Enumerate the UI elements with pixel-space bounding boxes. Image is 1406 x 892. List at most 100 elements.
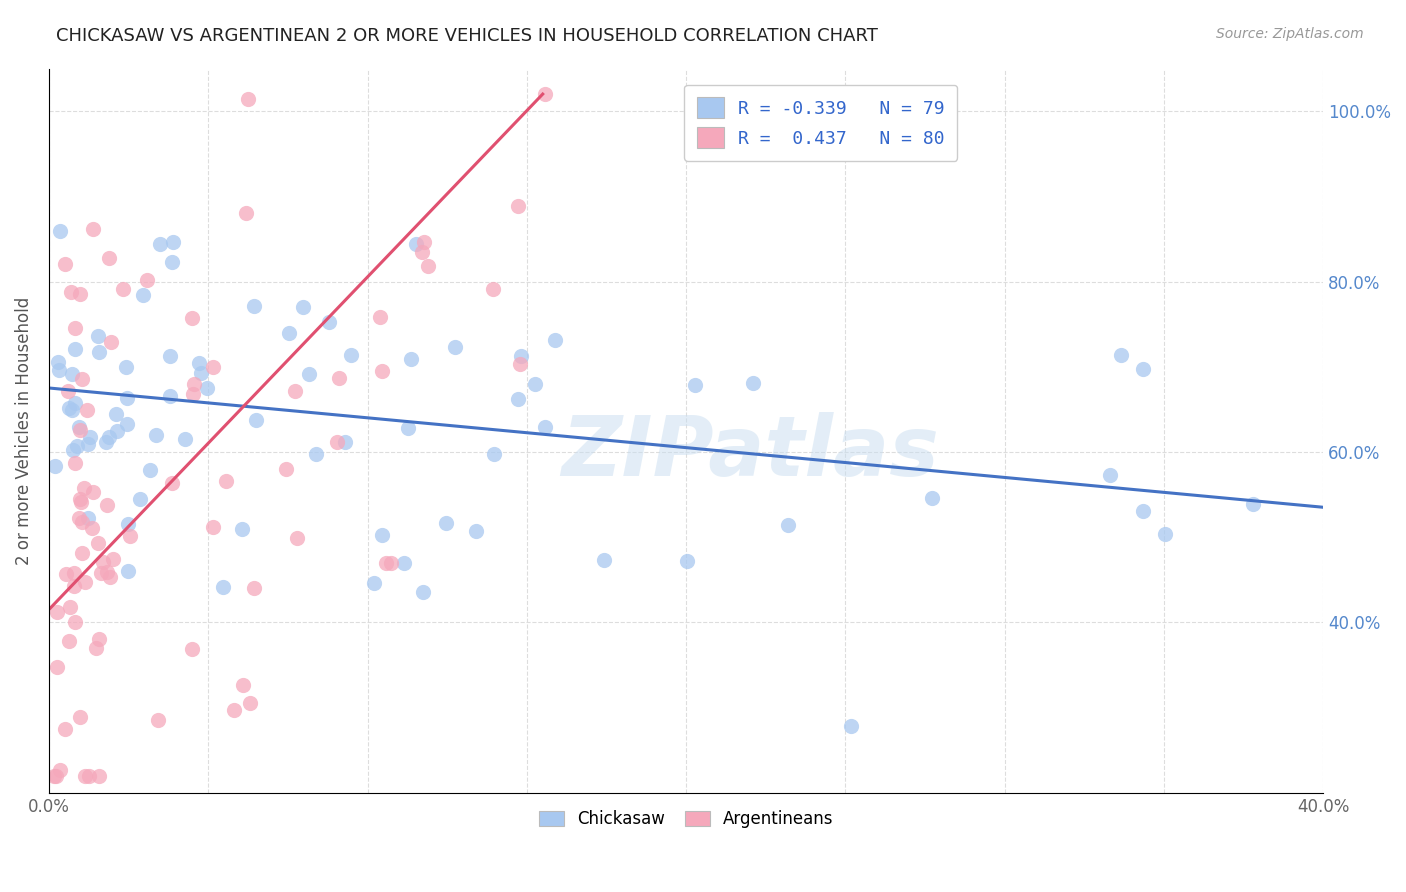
Chickasaw — [149, 237, 172, 252]
Argentineans — [274, 462, 297, 476]
Chickasaw — [87, 344, 110, 359]
Chickasaw — [187, 356, 209, 370]
Argentineans — [180, 311, 202, 326]
Chickasaw — [401, 351, 423, 366]
Chickasaw — [60, 403, 83, 417]
Chickasaw — [77, 437, 100, 451]
Argentineans — [235, 206, 257, 220]
Argentineans — [58, 384, 80, 398]
Argentineans — [508, 199, 530, 213]
Chickasaw — [363, 575, 385, 590]
Argentineans — [100, 335, 122, 350]
Argentineans — [87, 769, 110, 783]
Argentineans — [375, 556, 398, 570]
Argentineans — [371, 364, 394, 378]
Argentineans — [42, 769, 65, 783]
Chickasaw — [335, 435, 357, 450]
Argentineans — [70, 372, 93, 386]
Argentineans — [53, 257, 76, 271]
Argentineans — [98, 570, 121, 584]
Argentineans — [84, 641, 107, 656]
Chickasaw — [44, 458, 66, 473]
Chickasaw — [534, 419, 557, 434]
Argentineans — [90, 566, 112, 581]
Chickasaw — [839, 719, 862, 733]
Chickasaw — [506, 392, 529, 407]
Chickasaw — [305, 447, 328, 461]
Argentineans — [183, 387, 205, 401]
Chickasaw — [174, 432, 197, 446]
Chickasaw — [921, 491, 943, 505]
Chickasaw — [339, 348, 361, 362]
Argentineans — [146, 713, 169, 727]
Chickasaw — [243, 299, 266, 313]
Chickasaw — [190, 366, 212, 380]
Chickasaw — [741, 376, 763, 391]
Chickasaw — [114, 359, 136, 374]
Argentineans — [370, 310, 392, 325]
Argentineans — [91, 555, 114, 569]
Chickasaw — [145, 427, 167, 442]
Argentineans — [82, 485, 104, 500]
Chickasaw — [1098, 468, 1121, 483]
Chickasaw — [62, 442, 84, 457]
Chickasaw — [49, 224, 72, 238]
Chickasaw — [298, 367, 321, 381]
Argentineans — [136, 273, 159, 287]
Chickasaw — [58, 401, 80, 415]
Chickasaw — [1132, 361, 1154, 376]
Argentineans — [58, 633, 80, 648]
Text: Source: ZipAtlas.com: Source: ZipAtlas.com — [1216, 27, 1364, 41]
Y-axis label: 2 or more Vehicles in Household: 2 or more Vehicles in Household — [15, 296, 32, 565]
Argentineans — [326, 434, 349, 449]
Argentineans — [160, 475, 183, 490]
Argentineans — [45, 606, 67, 620]
Chickasaw — [412, 585, 434, 599]
Chickasaw — [444, 341, 467, 355]
Argentineans — [215, 474, 238, 488]
Chickasaw — [593, 552, 616, 566]
Chickasaw — [1241, 497, 1264, 511]
Argentineans — [380, 556, 402, 570]
Argentineans — [75, 769, 97, 783]
Chickasaw — [46, 355, 69, 369]
Argentineans — [284, 384, 307, 398]
Chickasaw — [138, 463, 160, 477]
Argentineans — [76, 403, 98, 417]
Chickasaw — [405, 236, 427, 251]
Chickasaw — [465, 524, 488, 538]
Argentineans — [239, 696, 262, 710]
Argentineans — [63, 615, 86, 629]
Argentineans — [45, 769, 67, 783]
Argentineans — [97, 252, 120, 266]
Chickasaw — [105, 424, 128, 438]
Chickasaw — [396, 421, 419, 435]
Chickasaw — [117, 564, 139, 578]
Argentineans — [55, 567, 77, 582]
Argentineans — [243, 581, 266, 595]
Legend: Chickasaw, Argentineans: Chickasaw, Argentineans — [531, 804, 841, 835]
Argentineans — [181, 641, 204, 656]
Chickasaw — [318, 315, 340, 329]
Argentineans — [80, 521, 103, 535]
Text: CHICKASAW VS ARGENTINEAN 2 OR MORE VEHICLES IN HOUSEHOLD CORRELATION CHART: CHICKASAW VS ARGENTINEAN 2 OR MORE VEHIC… — [56, 27, 879, 45]
Chickasaw — [66, 439, 89, 453]
Argentineans — [413, 235, 436, 250]
Argentineans — [63, 457, 86, 471]
Argentineans — [482, 282, 505, 296]
Chickasaw — [94, 435, 117, 450]
Chickasaw — [60, 367, 83, 381]
Chickasaw — [117, 517, 139, 532]
Argentineans — [62, 566, 84, 580]
Chickasaw — [544, 333, 567, 347]
Argentineans — [509, 358, 531, 372]
Argentineans — [73, 574, 96, 589]
Argentineans — [328, 371, 350, 385]
Chickasaw — [197, 381, 219, 395]
Chickasaw — [509, 350, 531, 364]
Chickasaw — [63, 343, 86, 357]
Chickasaw — [162, 235, 184, 249]
Chickasaw — [1132, 504, 1154, 518]
Chickasaw — [86, 328, 108, 343]
Argentineans — [232, 678, 254, 692]
